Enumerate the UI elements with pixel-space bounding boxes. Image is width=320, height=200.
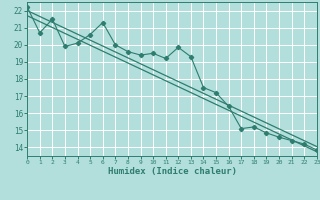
X-axis label: Humidex (Indice chaleur): Humidex (Indice chaleur) [108,167,236,176]
